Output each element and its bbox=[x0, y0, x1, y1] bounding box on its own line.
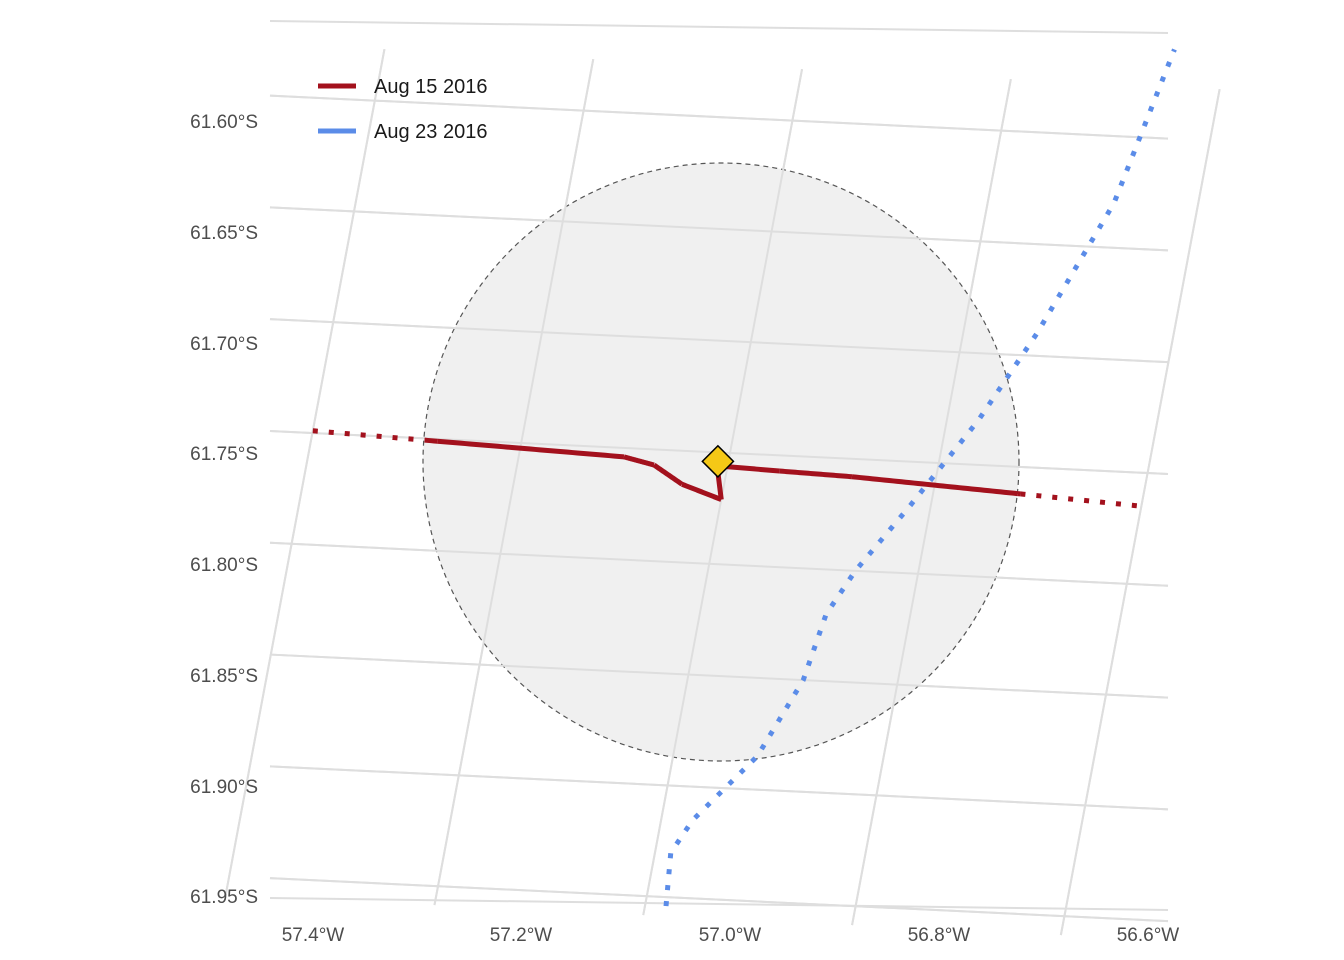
track-aug15-solid bbox=[652, 462, 684, 487]
parallel-line bbox=[269, 20, 1169, 34]
tracks bbox=[312, 48, 1177, 907]
x-tick-label: 57.0°W bbox=[699, 925, 762, 946]
legend-label-aug15: Aug 15 2016 bbox=[374, 76, 487, 98]
parallel-line bbox=[269, 94, 1169, 140]
parallel-line bbox=[269, 653, 1169, 699]
meridian-line bbox=[433, 59, 595, 906]
track-aug15-solid bbox=[851, 474, 1018, 497]
y-axis: 61.60°S 61.65°S 61.70°S 61.75°S 61.80°S … bbox=[190, 112, 258, 908]
graticule-overlay bbox=[224, 49, 1221, 936]
parallel-line bbox=[269, 877, 1169, 923]
y-tick-label: 61.95°S bbox=[190, 887, 258, 908]
parallel-line bbox=[269, 897, 1169, 911]
parallel-line bbox=[269, 765, 1169, 811]
y-tick-label: 61.60°S bbox=[190, 112, 258, 133]
center-diamond-icon bbox=[701, 444, 735, 478]
track-aug15-solid bbox=[437, 438, 625, 460]
parallel-line bbox=[269, 206, 1169, 252]
meridian-line bbox=[1059, 89, 1221, 936]
track-aug23-dotted bbox=[663, 48, 1177, 907]
track-aug15-dotted bbox=[312, 428, 426, 443]
center-marker bbox=[701, 444, 735, 478]
track-aug15-solid bbox=[424, 437, 438, 444]
y-tick-label: 61.75°S bbox=[190, 444, 258, 465]
meridian-line bbox=[851, 79, 1012, 926]
y-tick-label: 61.90°S bbox=[190, 777, 258, 798]
y-tick-label: 61.85°S bbox=[190, 666, 258, 687]
track-aug15-dotted bbox=[1020, 491, 1142, 509]
track-aug15-solid bbox=[680, 481, 723, 502]
parallel-line bbox=[269, 541, 1169, 587]
track-aug15-solid bbox=[778, 468, 853, 480]
legend: Aug 15 2016 Aug 23 2016 bbox=[318, 76, 487, 143]
track-aug15-solid bbox=[622, 454, 656, 468]
parallel-line bbox=[269, 318, 1169, 364]
x-tick-label: 56.6°W bbox=[1117, 925, 1180, 946]
x-axis: 57.4°W 57.2°W 57.0°W 56.8°W 56.6°W bbox=[282, 925, 1180, 946]
legend-label-aug23: Aug 23 2016 bbox=[374, 121, 487, 143]
y-tick-label: 61.70°S bbox=[190, 334, 258, 355]
meridian-line bbox=[224, 49, 386, 896]
y-tick-label: 61.65°S bbox=[190, 223, 258, 244]
y-tick-label: 61.80°S bbox=[190, 555, 258, 576]
x-tick-label: 57.2°W bbox=[490, 925, 553, 946]
x-tick-label: 57.4°W bbox=[282, 925, 345, 946]
x-tick-label: 56.8°W bbox=[908, 925, 971, 946]
